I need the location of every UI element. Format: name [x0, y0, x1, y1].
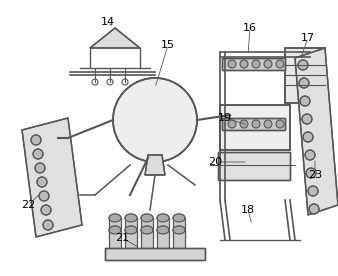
Circle shape — [31, 135, 41, 145]
Ellipse shape — [125, 226, 137, 234]
Bar — [141, 218, 153, 238]
Circle shape — [300, 96, 310, 106]
Text: 17: 17 — [301, 33, 315, 43]
Ellipse shape — [141, 214, 153, 222]
Bar — [173, 230, 185, 248]
Polygon shape — [90, 28, 140, 48]
Text: 21: 21 — [115, 233, 129, 243]
Bar — [125, 218, 137, 238]
Text: 20: 20 — [208, 157, 222, 167]
Circle shape — [240, 120, 248, 128]
Bar — [157, 230, 169, 248]
Bar — [109, 218, 121, 238]
Circle shape — [41, 205, 51, 215]
Circle shape — [303, 132, 313, 142]
Circle shape — [113, 78, 197, 162]
Circle shape — [305, 150, 315, 160]
Ellipse shape — [141, 226, 153, 234]
Bar — [222, 58, 285, 70]
Ellipse shape — [173, 226, 185, 234]
Bar — [105, 248, 205, 260]
Ellipse shape — [141, 226, 153, 234]
Ellipse shape — [157, 214, 169, 222]
Ellipse shape — [173, 214, 185, 222]
Circle shape — [276, 120, 284, 128]
Text: 19: 19 — [218, 113, 232, 123]
Bar — [157, 218, 169, 238]
Bar — [220, 105, 290, 150]
Ellipse shape — [109, 226, 121, 234]
Bar — [218, 152, 290, 180]
Ellipse shape — [173, 214, 185, 222]
Bar — [222, 118, 285, 130]
Bar — [141, 230, 153, 248]
Circle shape — [240, 60, 248, 68]
Bar — [173, 218, 185, 238]
Circle shape — [302, 114, 312, 124]
Circle shape — [298, 60, 308, 70]
Ellipse shape — [157, 214, 169, 222]
Circle shape — [264, 60, 272, 68]
Bar — [125, 230, 137, 248]
Polygon shape — [22, 118, 82, 237]
Circle shape — [264, 120, 272, 128]
Ellipse shape — [157, 226, 169, 234]
Circle shape — [39, 191, 49, 201]
Ellipse shape — [109, 226, 121, 234]
Bar — [105, 248, 205, 260]
Text: 18: 18 — [241, 205, 255, 215]
Ellipse shape — [109, 214, 121, 222]
Circle shape — [43, 220, 53, 230]
Bar — [157, 218, 169, 238]
Text: 22: 22 — [21, 200, 35, 210]
Ellipse shape — [141, 214, 153, 222]
Circle shape — [299, 78, 309, 88]
Circle shape — [33, 149, 43, 159]
Circle shape — [276, 60, 284, 68]
Ellipse shape — [109, 214, 121, 222]
Bar — [285, 48, 325, 103]
Circle shape — [228, 60, 236, 68]
Text: 16: 16 — [243, 23, 257, 33]
Bar — [173, 218, 185, 238]
Circle shape — [252, 60, 260, 68]
Bar — [125, 218, 137, 238]
Ellipse shape — [173, 226, 185, 234]
Circle shape — [35, 163, 45, 173]
Bar — [173, 230, 185, 248]
Bar — [141, 230, 153, 248]
Circle shape — [306, 168, 316, 178]
Bar — [222, 58, 285, 70]
Circle shape — [308, 186, 318, 196]
Circle shape — [309, 204, 319, 214]
Bar — [285, 48, 325, 103]
Bar — [220, 105, 290, 150]
Bar — [125, 230, 137, 248]
Ellipse shape — [125, 214, 137, 222]
Ellipse shape — [125, 226, 137, 234]
Polygon shape — [295, 48, 338, 215]
Bar — [218, 152, 290, 180]
Circle shape — [37, 177, 47, 187]
Bar — [109, 218, 121, 238]
Bar — [157, 230, 169, 248]
Circle shape — [252, 120, 260, 128]
Circle shape — [228, 120, 236, 128]
Bar — [109, 230, 121, 248]
Bar — [222, 118, 285, 130]
Bar — [109, 230, 121, 248]
Ellipse shape — [125, 214, 137, 222]
Text: 14: 14 — [101, 17, 115, 27]
Polygon shape — [145, 155, 165, 175]
Ellipse shape — [157, 226, 169, 234]
Bar — [141, 218, 153, 238]
Text: 15: 15 — [161, 40, 175, 50]
Text: 23: 23 — [308, 170, 322, 180]
